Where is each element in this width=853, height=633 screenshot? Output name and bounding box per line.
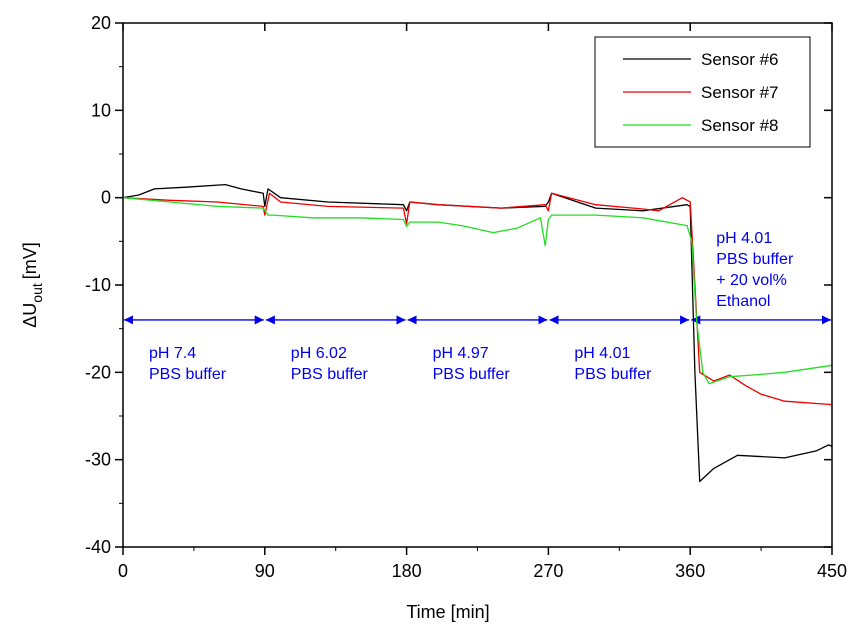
y-tick-label: 10 — [91, 100, 111, 120]
y-label-main: ΔU — [20, 303, 40, 328]
annotation-text: Ethanol — [716, 293, 770, 310]
annotation-text: pH 6.02 — [291, 345, 347, 362]
annotation-text: + 20 vol% — [716, 272, 787, 289]
y-label-sub: out — [29, 283, 45, 303]
series-line — [122, 192, 833, 406]
plot-frame — [122, 22, 833, 548]
y-axis-label: ΔUout [mV] — [20, 242, 45, 328]
annotation-text: pH 4.01 — [574, 345, 630, 362]
annotation-text: PBS buffer — [291, 366, 369, 383]
x-tick-label: 180 — [392, 561, 422, 581]
legend-label: Sensor #6 — [701, 50, 779, 69]
y-tick-label: -30 — [85, 450, 111, 470]
annotation-text: pH 4.01 — [716, 230, 772, 247]
y-tick-label: -20 — [85, 362, 111, 382]
annotation-text: PBS buffer — [149, 366, 227, 383]
x-axis-label: Time [min] — [406, 602, 489, 622]
legend-label: Sensor #8 — [701, 116, 779, 135]
annotation-text: pH 4.97 — [433, 345, 489, 362]
y-tick-label: -40 — [85, 537, 111, 557]
annotation-text: PBS buffer — [574, 366, 652, 383]
x-tick-label: 360 — [675, 561, 705, 581]
x-tick-label: 270 — [533, 561, 563, 581]
y-tick-label: -10 — [85, 275, 111, 295]
x-tick-label: 0 — [118, 561, 128, 581]
x-tick-label: 450 — [817, 561, 847, 581]
y-tick-label: 20 — [91, 13, 111, 33]
annotation-text: PBS buffer — [433, 366, 511, 383]
series-line — [122, 197, 833, 385]
x-tick-label: 90 — [255, 561, 275, 581]
annotation-text: pH 7.4 — [149, 345, 196, 362]
annotation-text: PBS buffer — [716, 251, 794, 268]
y-label-unit: [mV] — [20, 242, 40, 279]
y-tick-label: 0 — [101, 188, 111, 208]
legend-label: Sensor #7 — [701, 83, 779, 102]
